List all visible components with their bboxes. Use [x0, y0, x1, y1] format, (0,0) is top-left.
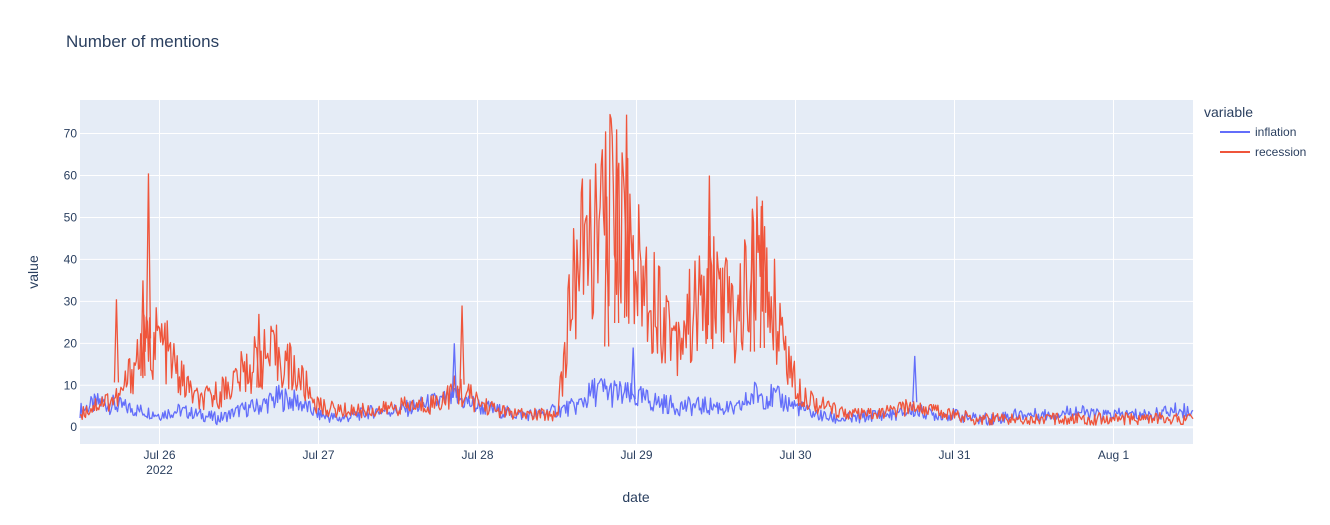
x-axis-label: date: [622, 489, 649, 505]
x-tick-label: Aug 1: [1098, 448, 1130, 462]
x-tick-label: Jul 29: [620, 448, 652, 462]
x-tick-sublabel: 2022: [146, 463, 173, 477]
x-tick-label: Jul 27: [302, 448, 334, 462]
x-tick-label: Jul 26: [143, 448, 175, 462]
peak-spike-inflation: [451, 343, 457, 398]
legend-label-recession: recession: [1255, 145, 1307, 159]
peak-spike-inflation: [912, 355, 918, 403]
legend-swatch-inflation: [1220, 131, 1250, 133]
legend-swatch-recession: [1220, 151, 1250, 153]
y-tick-label: 60: [64, 169, 78, 183]
peak-spike-recession: [706, 175, 713, 340]
x-tick-label: Jul 28: [461, 448, 493, 462]
peak-spike-recession: [749, 211, 756, 352]
peak-spike-recession: [613, 129, 620, 323]
x-tick-label: Jul 31: [938, 448, 970, 462]
series-line-inflation: [79, 377, 1194, 426]
peak-spike-recession: [256, 313, 262, 388]
y-axis-label: value: [25, 255, 41, 289]
y-tick-label: 10: [64, 378, 78, 392]
peak-spike-recession: [113, 299, 120, 383]
peak-spike-recession: [759, 200, 766, 348]
x-tick-label: Jul 30: [779, 448, 811, 462]
y-tick-label: 0: [70, 420, 77, 434]
peak-spike-recession: [459, 305, 465, 385]
peak-spike-inflation: [630, 347, 636, 400]
legend-label-inflation: inflation: [1255, 125, 1297, 139]
y-axis-ticks: 0 10 20 30 40 50 60 70: [64, 127, 78, 435]
y-tick-label: 30: [64, 294, 78, 308]
y-tick-label: 20: [64, 336, 78, 350]
series-layer: [79, 113, 1194, 426]
peak-spike-recession: [140, 280, 146, 376]
legend-item-inflation[interactable]: inflation: [1220, 122, 1306, 142]
legend: variable inflation recession: [1204, 104, 1306, 162]
peak-spike-recession: [145, 173, 152, 339]
chart-title: Number of mentions: [66, 32, 220, 51]
y-tick-label: 40: [64, 252, 78, 266]
peak-spike-recession: [623, 114, 630, 318]
y-tick-label: 70: [64, 127, 78, 141]
legend-title: variable: [1204, 104, 1254, 120]
series-line-recession: [79, 113, 1194, 426]
y-tick-label: 50: [64, 210, 78, 224]
peak-spike-recession: [604, 196, 610, 347]
legend-item-recession[interactable]: recession: [1220, 142, 1306, 162]
